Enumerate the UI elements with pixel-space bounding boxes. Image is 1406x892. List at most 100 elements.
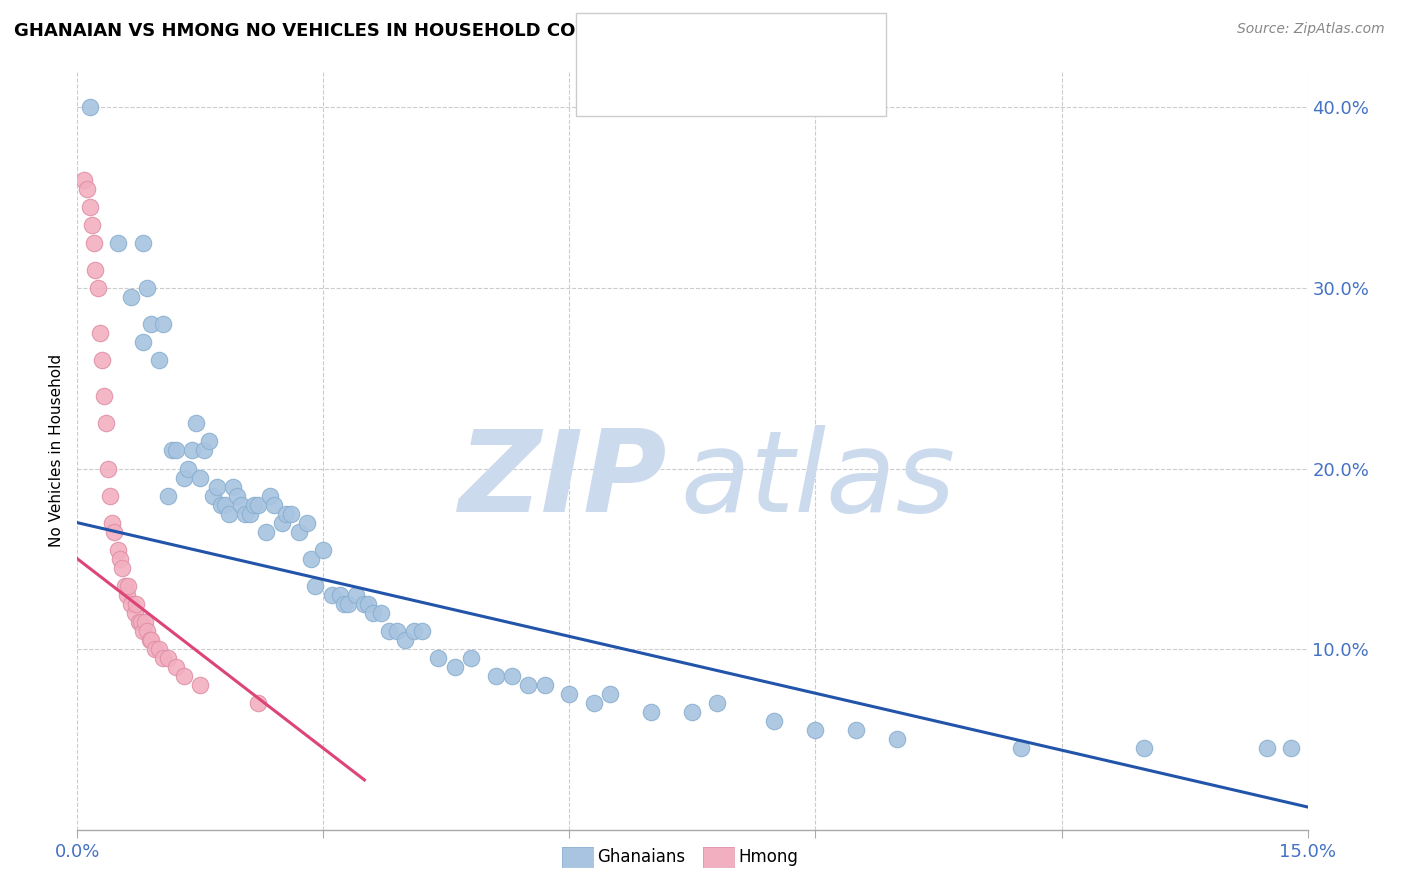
- Point: [173, 669, 195, 683]
- Text: R = -0.437    N = 77: R = -0.437 N = 77: [628, 32, 811, 50]
- Point: [239, 507, 262, 521]
- Point: [259, 489, 281, 503]
- Point: [222, 479, 245, 493]
- Point: [107, 235, 129, 250]
- Point: [304, 579, 326, 593]
- Point: [114, 579, 136, 593]
- Point: [165, 660, 187, 674]
- Text: Hmong: Hmong: [738, 848, 799, 866]
- Point: [501, 669, 523, 683]
- Text: ZIP: ZIP: [460, 425, 668, 536]
- Point: [682, 705, 704, 719]
- Text: Ghanaians: Ghanaians: [598, 848, 686, 866]
- Point: [763, 714, 786, 729]
- Point: [201, 489, 224, 503]
- Point: [583, 696, 606, 710]
- Point: [370, 606, 392, 620]
- Point: [361, 606, 384, 620]
- Point: [76, 182, 98, 196]
- Point: [132, 335, 155, 350]
- Y-axis label: No Vehicles in Household: No Vehicles in Household: [49, 354, 65, 547]
- Point: [120, 290, 142, 304]
- Point: [136, 281, 159, 295]
- Point: [160, 443, 183, 458]
- Point: [558, 687, 581, 701]
- Point: [329, 588, 352, 602]
- Point: [378, 624, 401, 638]
- Point: [148, 642, 170, 657]
- Point: [276, 507, 298, 521]
- Point: [706, 696, 728, 710]
- Point: [214, 498, 236, 512]
- Point: [108, 551, 131, 566]
- Point: [299, 551, 322, 566]
- Point: [218, 507, 240, 521]
- Point: [117, 579, 139, 593]
- Point: [288, 524, 311, 539]
- Point: [280, 507, 302, 521]
- Point: [89, 326, 111, 340]
- Point: [333, 597, 356, 611]
- Point: [246, 498, 269, 512]
- Point: [101, 516, 124, 530]
- Text: GHANAIAN VS HMONG NO VEHICLES IN HOUSEHOLD CORRELATION CHART: GHANAIAN VS HMONG NO VEHICLES IN HOUSEHO…: [14, 22, 762, 40]
- Point: [129, 615, 153, 629]
- Point: [193, 443, 215, 458]
- Point: [134, 615, 156, 629]
- Point: [181, 443, 204, 458]
- Point: [295, 516, 318, 530]
- Point: [120, 597, 142, 611]
- Point: [98, 489, 121, 503]
- Point: [83, 235, 105, 250]
- Point: [152, 317, 174, 331]
- Point: [337, 597, 360, 611]
- Point: [103, 524, 125, 539]
- Point: [136, 624, 159, 638]
- Point: [271, 516, 294, 530]
- Point: [517, 678, 540, 692]
- Point: [460, 651, 482, 665]
- Point: [115, 588, 138, 602]
- Point: [226, 489, 249, 503]
- Point: [411, 624, 433, 638]
- Point: [443, 660, 465, 674]
- Text: R = -0.286    N = 39: R = -0.286 N = 39: [628, 74, 811, 92]
- Point: [156, 651, 179, 665]
- Point: [132, 624, 155, 638]
- Point: [87, 281, 110, 295]
- Point: [141, 317, 163, 331]
- Point: [599, 687, 621, 701]
- Point: [148, 353, 170, 368]
- Point: [205, 479, 228, 493]
- Point: [141, 633, 163, 648]
- Point: [640, 705, 662, 719]
- Point: [357, 597, 380, 611]
- Point: [344, 588, 367, 602]
- Point: [93, 389, 115, 403]
- Point: [177, 461, 200, 475]
- Point: [231, 498, 253, 512]
- Point: [143, 642, 166, 657]
- Point: [197, 434, 219, 449]
- Point: [246, 696, 269, 710]
- Point: [312, 542, 335, 557]
- Point: [402, 624, 425, 638]
- Point: [263, 498, 285, 512]
- Point: [886, 732, 908, 747]
- Point: [132, 235, 155, 250]
- Point: [1132, 741, 1154, 756]
- Point: [394, 633, 416, 648]
- Point: [107, 542, 129, 557]
- Point: [534, 678, 557, 692]
- Point: [79, 100, 101, 114]
- Point: [484, 669, 508, 683]
- Point: [1256, 741, 1278, 756]
- Point: [321, 588, 343, 602]
- Point: [124, 606, 146, 620]
- Point: [188, 470, 212, 484]
- Point: [156, 489, 179, 503]
- Point: [235, 507, 257, 521]
- Point: [186, 417, 208, 431]
- Text: Source: ZipAtlas.com: Source: ZipAtlas.com: [1237, 22, 1385, 37]
- Point: [73, 172, 96, 186]
